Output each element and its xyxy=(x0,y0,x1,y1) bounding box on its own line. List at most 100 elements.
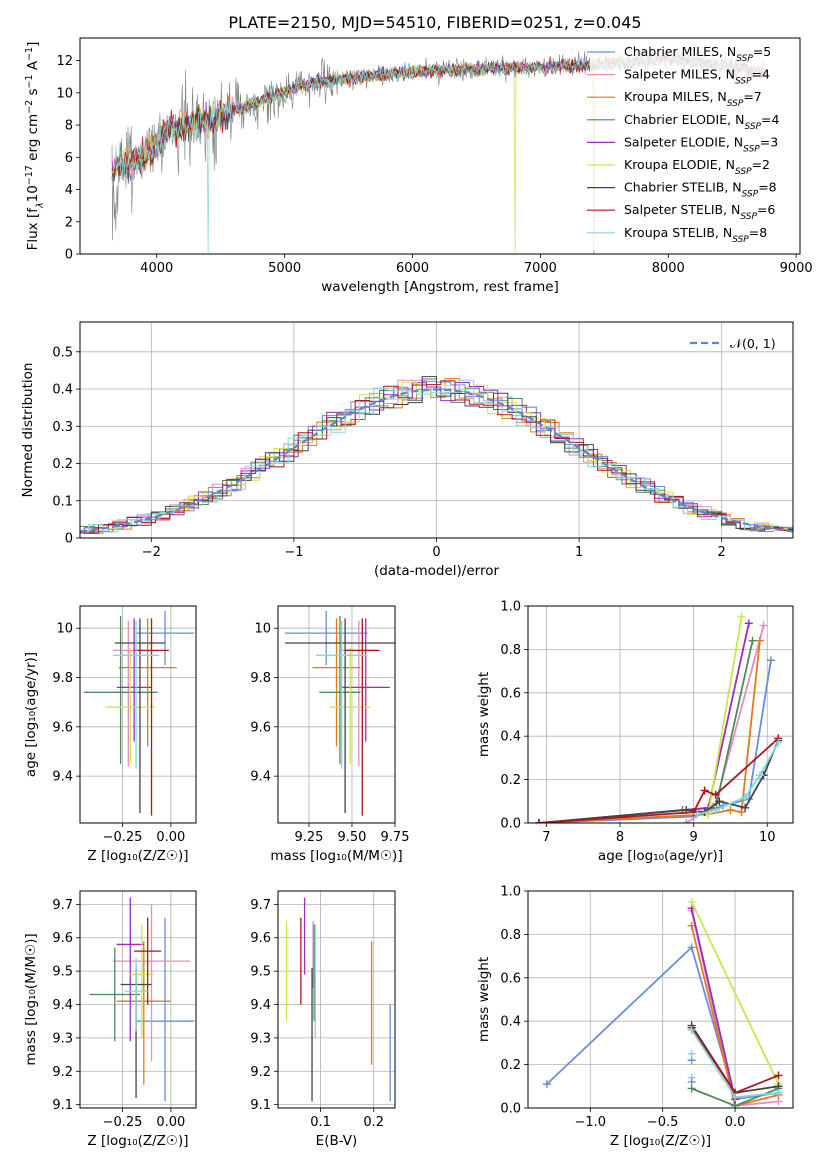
errorbar-point xyxy=(319,615,361,764)
errorbars xyxy=(83,610,195,816)
residual-histogram xyxy=(80,379,793,533)
z-age-frame xyxy=(79,605,197,824)
x-tick-label: 9.50 xyxy=(338,830,367,845)
x-axis-label: mass [log₁₀(M/M☉)] xyxy=(270,848,402,864)
weight-z-frame xyxy=(527,890,794,1109)
axes-ebv-mass: 0.1 0.2 9.1 9.2 9.3 9.4 9.5 9.6 9.7 E(B-V) xyxy=(250,891,395,1149)
weight-marker xyxy=(766,656,775,665)
y-tick-label: 9.8 xyxy=(250,671,271,686)
errorbar-point xyxy=(112,620,160,769)
y-tick-label: 0.1 xyxy=(52,494,73,509)
weight-marker xyxy=(741,803,750,812)
residuals-legend: 𝒩(0, 1) xyxy=(690,336,776,351)
weight-line xyxy=(685,625,765,823)
weight-series xyxy=(542,897,783,1108)
weight-marker xyxy=(687,1025,696,1034)
legend-entry: Salpeter ELODIE, NSSP=3 xyxy=(624,134,778,154)
y-axis-label-part: 10 xyxy=(25,185,41,202)
x-tick-label: 1 xyxy=(575,545,583,560)
y-axis-label-part: λ xyxy=(35,202,46,209)
x-tick-label: −0.25 xyxy=(103,1115,143,1130)
errorbar-point xyxy=(315,620,368,769)
weight-marker xyxy=(715,797,724,806)
z-mass-frame xyxy=(79,890,197,1109)
weight-marker xyxy=(535,819,544,823)
weight-marker xyxy=(687,1049,696,1058)
legend-entry: Chabrier ELODIE, NSSP=4 xyxy=(624,112,779,132)
y-tick-label: 9.6 xyxy=(250,931,271,946)
weight-line xyxy=(690,908,736,1100)
y-tick-label: 0.6 xyxy=(500,686,521,701)
errorbar-point xyxy=(329,647,371,764)
y-tick-label: 9.4 xyxy=(52,770,73,785)
x-tick-label: 9 xyxy=(689,830,697,845)
errorbar-point xyxy=(134,917,162,1005)
x-tick-label: 8000 xyxy=(652,261,685,276)
weight-marker xyxy=(682,819,691,823)
legend-entry: Kroupa STELIB, NSSP=8 xyxy=(624,225,767,245)
y-tick-label: 9.6 xyxy=(250,720,271,735)
x-tick-label: 9.75 xyxy=(381,830,410,845)
x-tick-label: 8 xyxy=(616,830,624,845)
weight-marker xyxy=(737,612,746,621)
y-tick-label: 9.3 xyxy=(250,1031,271,1046)
x-tick-label: 6000 xyxy=(396,261,429,276)
axes-weight-z: −1.0 −0.5 0.0 0.0 0.2 0.4 0.6 0.8 1.0 Z [log₁₀(Z/… xyxy=(476,885,793,1149)
errorbar-point xyxy=(118,618,177,747)
y-tick-label: 9.4 xyxy=(250,998,271,1013)
weight-marker xyxy=(687,1077,696,1086)
weight-marker xyxy=(737,808,746,817)
errorbar-point xyxy=(341,618,390,742)
x-tick-label: −2 xyxy=(142,545,161,560)
legend-entry: Kroupa MILES, NSSP=7 xyxy=(624,89,762,109)
y-axis-label-part: −2 xyxy=(24,100,35,114)
weight-line xyxy=(538,640,754,823)
y-tick-label: 0.2 xyxy=(500,773,521,788)
x-axis-label: (data-model)/error xyxy=(374,563,500,579)
legend-entry: Chabrier MILES, NSSP=5 xyxy=(624,44,771,64)
errorbar-point xyxy=(134,618,169,816)
errorbar-point xyxy=(116,941,171,1085)
legend-entry: Kroupa ELODIE, NSSP=2 xyxy=(624,157,770,177)
weight-marker xyxy=(774,738,783,747)
weight-line xyxy=(538,640,761,823)
x-tick-label: −1.0 xyxy=(574,1115,606,1130)
weight-series xyxy=(535,612,783,823)
weight-marker xyxy=(726,805,735,814)
axes-z-mass: −0.25 0.00 9.1 9.2 9.3 9.4 9.5 9.6 9.7 Z [log₁₀(Z… xyxy=(23,891,196,1149)
weight-marker xyxy=(731,1093,740,1102)
gaussian-curve xyxy=(80,388,793,533)
weight-marker xyxy=(741,792,750,801)
y-axis-label: mass weight xyxy=(476,957,492,1042)
weight-marker xyxy=(748,636,757,645)
x-tick-label: −1 xyxy=(284,545,303,560)
y-tick-label: 9.1 xyxy=(250,1098,271,1113)
y-axis-label-part: −1 xyxy=(24,47,35,61)
y-tick-label: 0.5 xyxy=(52,345,73,360)
histograms xyxy=(80,376,793,537)
y-tick-label: 10 xyxy=(56,86,73,101)
weight-marker xyxy=(700,786,709,795)
x-axis-label: wavelength [Angstrom, rest frame] xyxy=(321,279,559,295)
y-tick-label: 10 xyxy=(254,622,271,637)
ebv-mass-frame xyxy=(277,890,396,1109)
y-axis-label-part: Flux [f xyxy=(25,207,41,251)
y-tick-label: 0.4 xyxy=(500,730,521,745)
errorbars xyxy=(89,897,195,1102)
weight-marker xyxy=(542,1080,551,1089)
x-tick-label: 9000 xyxy=(780,261,813,276)
y-tick-label: 9.3 xyxy=(52,1031,73,1046)
y-tick-label: 9.4 xyxy=(52,998,73,1013)
y-tick-label: 9.1 xyxy=(52,1098,73,1113)
errorbar-point xyxy=(136,610,195,666)
y-tick-label: 9.7 xyxy=(52,898,73,913)
y-tick-label: 4 xyxy=(65,183,73,198)
y-tick-label: 8 xyxy=(65,119,73,134)
errorbar-point xyxy=(284,610,368,666)
y-tick-label: 9.5 xyxy=(250,965,271,980)
errorbar-point xyxy=(105,647,156,764)
weight-age-frame xyxy=(527,605,794,824)
y-axis-label: mass [log₁₀(M/M☉)] xyxy=(23,933,39,1065)
errorbar-point xyxy=(112,904,191,1062)
y-tick-label: 0.4 xyxy=(500,1015,521,1030)
